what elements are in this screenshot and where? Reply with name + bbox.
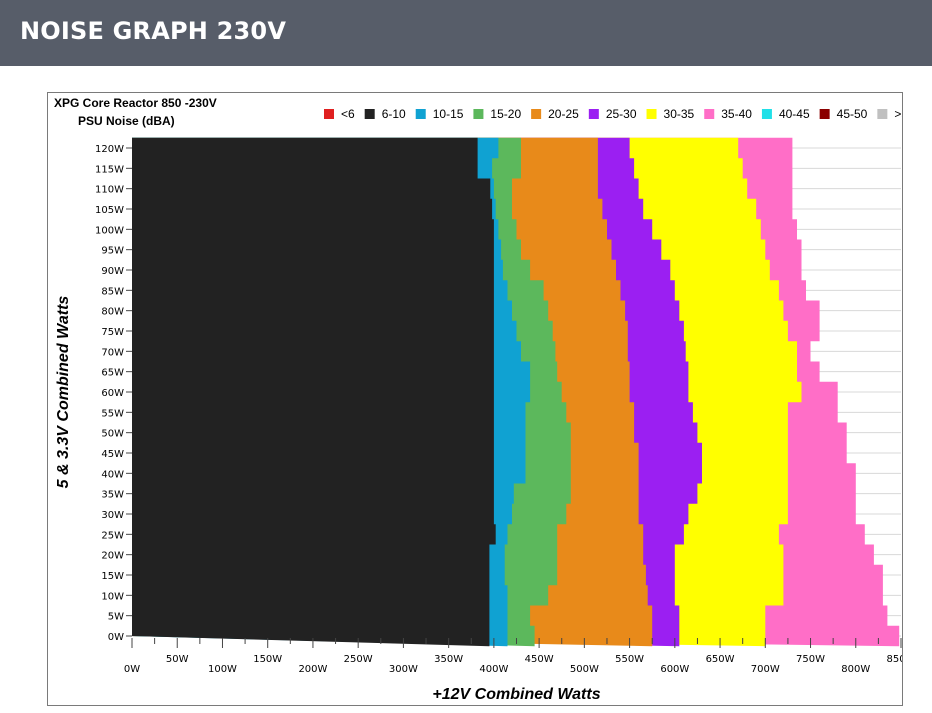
x-tick-label: 800W — [841, 664, 870, 675]
legend-swatch-10 — [877, 109, 888, 119]
x-tick-label: 250W — [344, 654, 373, 665]
legend-swatch-6 — [646, 109, 657, 119]
x-tick-label: 100W — [208, 664, 237, 675]
noise-chart: XPG Core Reactor 850 -230V PSU Noise (dBA… — [47, 92, 903, 706]
y-tick-label: 0W — [108, 632, 124, 643]
y-tick-label: 30W — [101, 510, 124, 521]
y-tick-label: 90W — [101, 266, 124, 277]
legend-label-9: 45-50 — [837, 107, 868, 121]
legend-swatch-7 — [704, 109, 715, 119]
page-header: NOISE GRAPH 230V — [0, 0, 932, 66]
legend-swatch-2 — [415, 109, 426, 119]
y-axis-title: 5 & 3.3V Combined Watts — [55, 296, 72, 489]
chart-subtitle: PSU Noise (dBA) — [78, 114, 175, 128]
x-tick-label: 450W — [525, 654, 554, 665]
chart-title: XPG Core Reactor 850 -230V — [54, 96, 217, 110]
y-tick-label: 110W — [95, 185, 124, 196]
x-tick-label: 650W — [706, 654, 735, 665]
y-tick-label: 100W — [95, 225, 124, 236]
y-tick-label: 120W — [95, 144, 124, 155]
legend-label-10: >50 — [894, 107, 902, 121]
legend-label-3: 15-20 — [490, 107, 521, 121]
legend-label-8: 40-45 — [779, 107, 810, 121]
legend-swatch-0 — [324, 109, 334, 119]
x-tick-label: 150W — [253, 654, 282, 665]
legend-label-0: <6 — [341, 107, 355, 121]
x-tick-label: 700W — [751, 664, 780, 675]
legend-label-4: 20-25 — [548, 107, 579, 121]
y-tick-label: 85W — [101, 286, 124, 297]
y-tick-label: 25W — [101, 530, 124, 541]
page-title: NOISE GRAPH 230V — [20, 17, 287, 45]
legend-swatch-3 — [473, 109, 484, 119]
x-tick-label: 850W — [887, 654, 902, 665]
y-tick-label: 40W — [101, 469, 124, 480]
x-tick-label: 400W — [479, 664, 508, 675]
heat-band-6-10 — [132, 137, 496, 647]
x-tick-label: 300W — [389, 664, 418, 675]
legend-swatch-9 — [819, 109, 830, 119]
x-tick-label: 0W — [124, 664, 140, 675]
x-tick-label: 50W — [166, 654, 189, 665]
legend-label-6: 30-35 — [664, 107, 695, 121]
y-tick-label: 60W — [101, 388, 124, 399]
y-tick-label: 80W — [101, 307, 124, 318]
y-tick-label: 55W — [101, 408, 124, 419]
x-tick-label: 500W — [570, 664, 599, 675]
y-tick-label: 20W — [101, 551, 124, 562]
x-axis-title: +12V Combined Watts — [432, 686, 600, 703]
y-tick-label: 10W — [101, 591, 124, 602]
y-tick-label: 95W — [101, 246, 124, 257]
legend-swatch-8 — [761, 109, 772, 119]
y-tick-label: 70W — [101, 347, 124, 358]
legend-label-7: 35-40 — [721, 107, 752, 121]
y-tick-label: 45W — [101, 449, 124, 460]
x-tick-label: 200W — [298, 664, 327, 675]
y-tick-label: 115W — [95, 164, 124, 175]
y-tick-label: 105W — [95, 205, 124, 216]
x-tick-label: 600W — [660, 664, 689, 675]
y-tick-label: 65W — [101, 368, 124, 379]
y-tick-label: 5W — [108, 612, 124, 623]
x-tick-label: 550W — [615, 654, 644, 665]
legend-label-1: 6-10 — [382, 107, 406, 121]
legend-swatch-5 — [588, 109, 599, 119]
legend-swatch-4 — [531, 109, 542, 119]
y-tick-label: 75W — [101, 327, 124, 338]
y-tick-label: 35W — [101, 490, 124, 501]
legend-label-5: 25-30 — [606, 107, 637, 121]
legend-label-2: 10-15 — [433, 107, 464, 121]
noise-chart-svg: XPG Core Reactor 850 -230V PSU Noise (dBA… — [54, 96, 902, 703]
x-tick-label: 350W — [434, 654, 463, 665]
legend-swatch-1 — [364, 109, 375, 119]
y-tick-label: 15W — [101, 571, 124, 582]
y-tick-label: 50W — [101, 429, 124, 440]
x-tick-label: 750W — [796, 654, 825, 665]
